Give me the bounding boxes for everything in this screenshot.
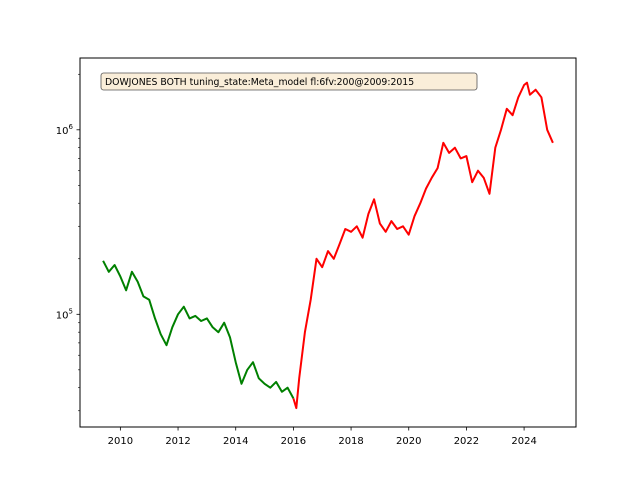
y-tick-exponent: 6 [69,123,74,131]
x-tick-label: 2018 [338,436,363,447]
x-tick-label: 2014 [223,436,248,447]
x-tick-label: 2024 [511,436,536,447]
x-tick-label: 2010 [108,436,133,447]
annotation-text: DOWJONES BOTH tuning_state:Meta_model fl… [105,77,414,88]
y-tick-exponent: 5 [69,307,73,315]
plot-lines [102,81,554,410]
series-line-out-of-sample [292,81,554,410]
y-tick-label: 106 [56,123,74,137]
y-tick-base: 10 [56,126,69,137]
y-tick-base: 10 [56,310,69,321]
x-tick-label: 2022 [454,436,479,447]
x-tick-label: 2016 [281,436,306,447]
plot-frame [79,57,577,428]
series-line-in-sample [102,260,295,399]
annotation-box: DOWJONES BOTH tuning_state:Meta_model fl… [100,72,478,91]
x-tick-label: 2012 [165,436,190,447]
y-tick-label: 105 [56,307,73,321]
x-axis: 2010 2012 2014 2016 2018 2020 2022 2024 [108,427,537,447]
x-tick-label: 2020 [396,436,421,447]
